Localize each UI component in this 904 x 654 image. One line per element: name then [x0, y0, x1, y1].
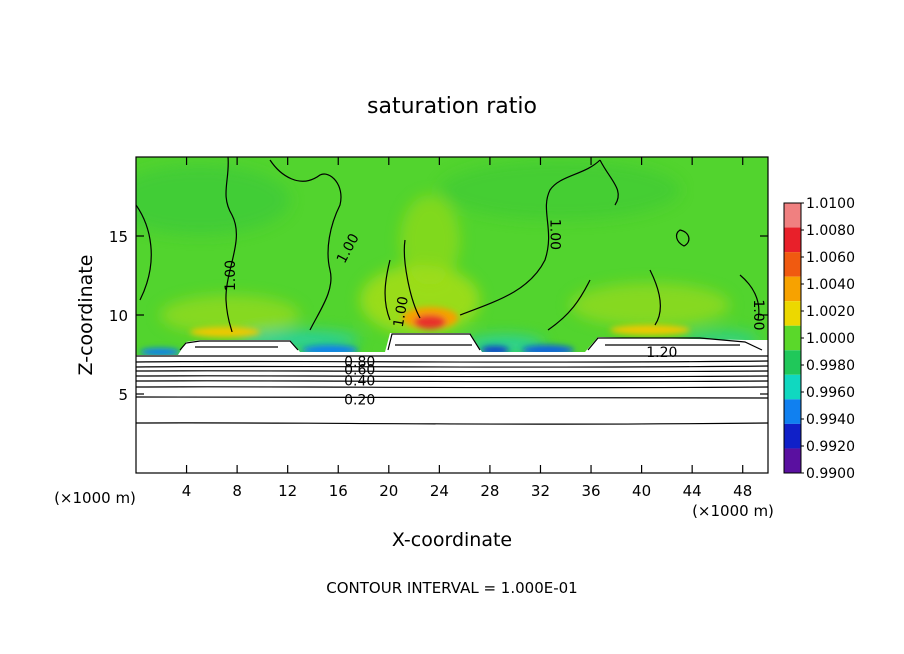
colorbar-label: 1.0000	[806, 331, 855, 347]
y-axis-label: Z-coordinate	[75, 255, 97, 376]
x-tick-label: 48	[733, 482, 752, 500]
colorbar-cell	[784, 399, 801, 424]
x-axis-label: X-coordinate	[392, 529, 512, 551]
y-tick-label: 15	[109, 228, 128, 246]
colorbar-cell	[784, 350, 801, 375]
y-tick-label: 5	[118, 386, 128, 404]
x-axis: 4 8 12 16 20 24 28 32 36 40 44 48	[182, 157, 752, 500]
colorbar-cell	[784, 252, 801, 277]
colorbar-cell	[784, 325, 801, 351]
chart-title: saturation ratio	[367, 94, 537, 119]
colorbar-cell	[784, 374, 801, 400]
contour-label: 1.00	[223, 260, 239, 291]
colorbar-label: 1.0100	[806, 196, 855, 212]
subsaturated-region	[136, 333, 768, 473]
x-unit-left: (×1000 m)	[54, 489, 136, 507]
contour-interval-note: CONTOUR INTERVAL = 1.000E-01	[326, 579, 577, 597]
contour-label: 1.00	[546, 219, 562, 250]
x-tick-label: 44	[683, 482, 702, 500]
contour-label: 0.40	[344, 373, 375, 389]
y-axis: 5 10 15	[109, 228, 768, 404]
colorbar-label: 0.9960	[806, 385, 855, 401]
contours-1-00	[136, 157, 760, 333]
colorbar-label: 0.9940	[806, 412, 855, 428]
contour-label: 1.00	[750, 299, 766, 330]
colorbar-label: 1.0080	[806, 223, 855, 239]
contours-1-20	[179, 333, 763, 351]
contour-label: 1.20	[646, 345, 677, 361]
colorbar-cell	[784, 227, 801, 253]
y-tick-label: 10	[109, 307, 128, 325]
x-tick-label: 16	[329, 482, 348, 500]
contours-lower	[136, 355, 768, 425]
colorbar-cell	[784, 301, 801, 326]
colorbar-label: 0.9980	[806, 358, 855, 374]
colorbar-label: 1.0040	[806, 277, 855, 293]
x-tick-label: 4	[182, 482, 192, 500]
x-tick-label: 32	[531, 482, 550, 500]
colorbar-cell	[784, 423, 801, 449]
colorbar: 1.0100 1.0080 1.0060 1.0040 1.0020 1.0000 0.99…	[783, 196, 855, 482]
plot-area	[136, 157, 768, 473]
colorbar-cell	[784, 448, 801, 473]
contour-label: 0.80	[344, 354, 375, 370]
colorbar-label: 0.9900	[806, 466, 855, 482]
contour-label: 0.60	[344, 362, 375, 378]
colorbar-cell	[784, 203, 801, 228]
colorbar-label: 1.0020	[806, 304, 855, 320]
contour-label: 0.20	[344, 392, 375, 408]
x-tick-label: 12	[278, 482, 297, 500]
contour-label: 1.00	[391, 295, 412, 328]
colorbar-cell	[784, 276, 801, 302]
colorbar-label: 0.9920	[806, 439, 855, 455]
x-tick-label: 40	[632, 482, 651, 500]
x-tick-label: 8	[232, 482, 242, 500]
x-tick-label: 36	[581, 482, 600, 500]
x-tick-label: 20	[379, 482, 398, 500]
x-unit-right: (×1000 m)	[692, 502, 774, 520]
x-tick-label: 28	[480, 482, 499, 500]
x-tick-label: 24	[430, 482, 449, 500]
colorbar-label: 1.0060	[806, 250, 855, 266]
